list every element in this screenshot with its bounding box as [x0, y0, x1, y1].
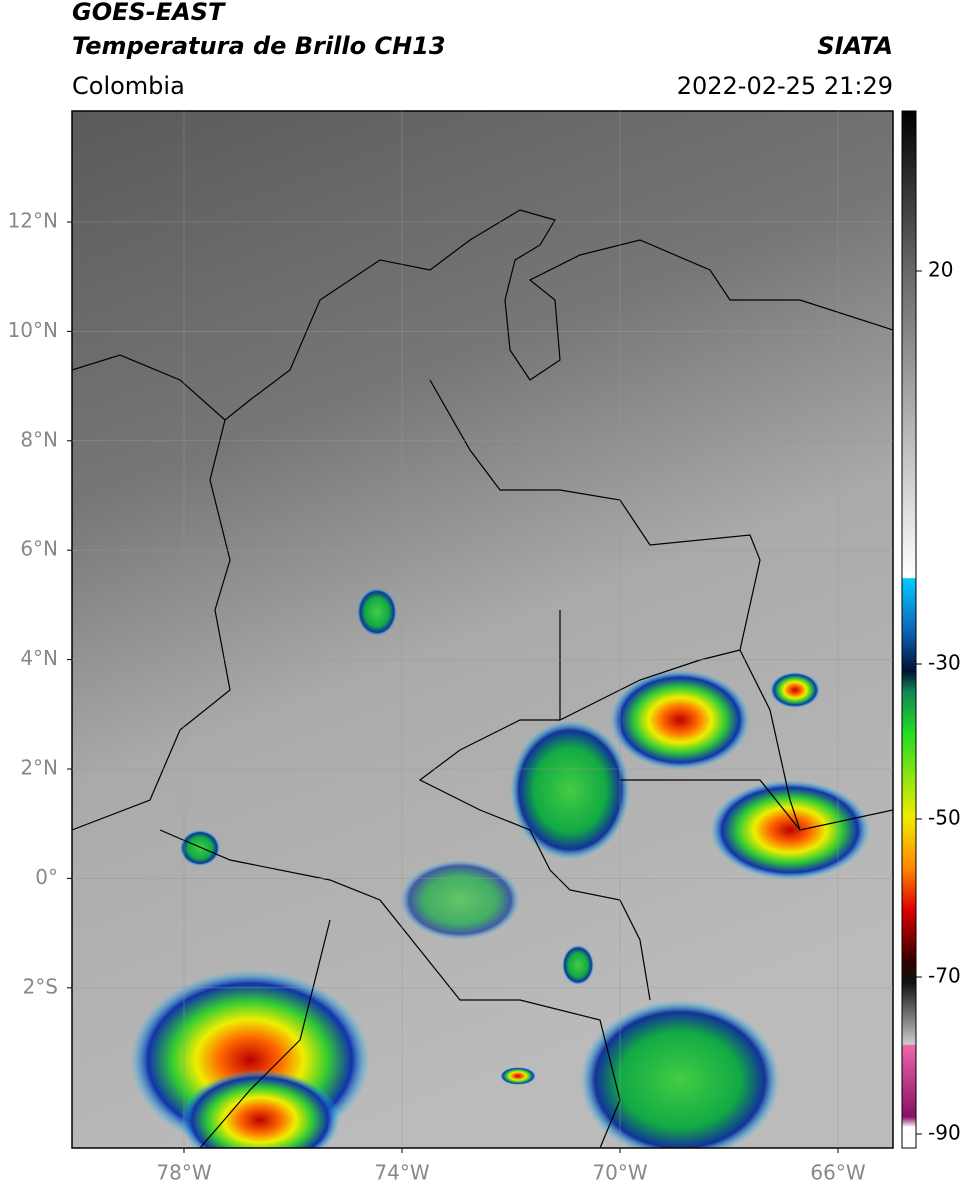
lat-label: 6°N: [20, 537, 58, 561]
title: GOES-EAST: [72, 0, 226, 26]
lat-label: 2°N: [20, 756, 58, 780]
lat-label: 12°N: [8, 209, 58, 233]
subtitle: Temperatura de Brillo CH13: [72, 32, 446, 60]
lat-label: 2°S: [23, 974, 58, 998]
colorbar-label: -70: [928, 964, 961, 988]
colorbar: [901, 110, 917, 1149]
lon-label: 70°W: [592, 1161, 647, 1185]
lat-label: 4°N: [20, 646, 58, 670]
region: Colombia: [72, 72, 185, 100]
colorbar-label: -50: [928, 806, 961, 830]
lon-label: 66°W: [810, 1161, 865, 1185]
colorbar-label: -90: [928, 1121, 961, 1145]
lon-label: 78°W: [156, 1161, 211, 1185]
clouds: [130, 588, 870, 1148]
datetime: 2022-02-25 21:29: [677, 72, 893, 100]
map-background: [72, 111, 893, 1148]
lat-label: 10°N: [8, 318, 58, 342]
borders: [72, 209, 893, 1148]
source: SIATA: [817, 32, 893, 60]
lat-label: 8°N: [20, 427, 58, 451]
colorbar-label: -30: [928, 651, 961, 675]
lon-label: 74°W: [374, 1161, 429, 1185]
colorbar-label: 20: [928, 258, 953, 282]
map: [72, 111, 893, 1148]
map-frame: [71, 110, 894, 1149]
lat-label: 0°: [35, 865, 58, 889]
